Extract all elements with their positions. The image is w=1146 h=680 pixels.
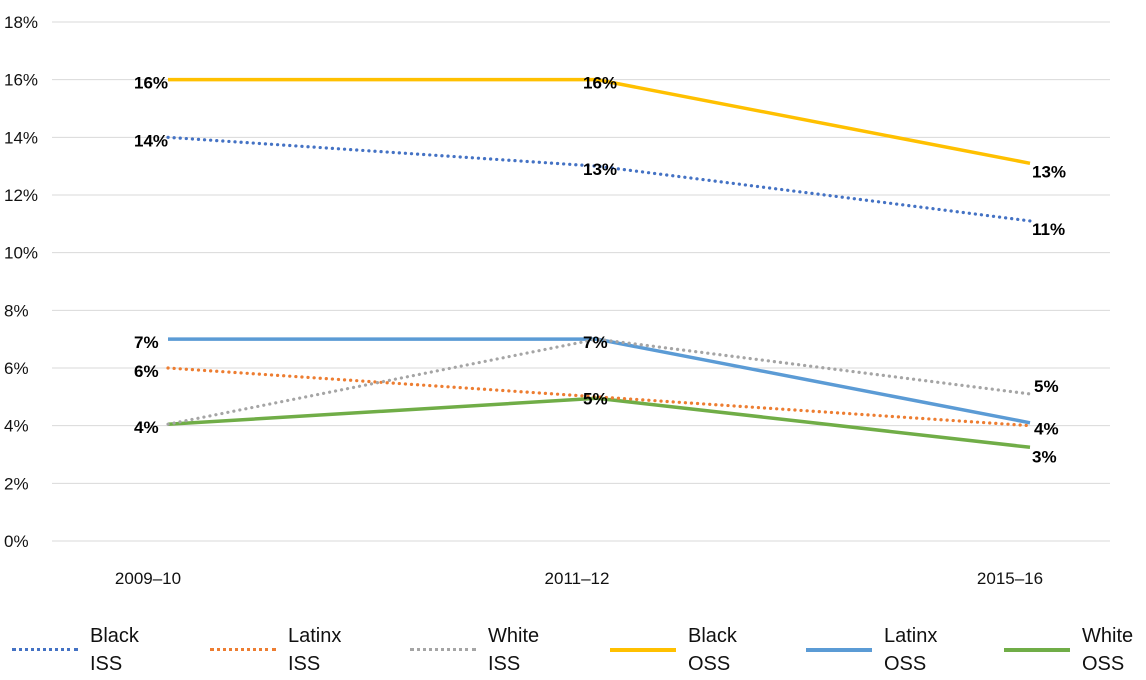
data-label: 7% xyxy=(134,333,159,352)
data-label: 3% xyxy=(1032,447,1057,466)
y-tick-label: 14% xyxy=(4,128,38,147)
data-label: 5% xyxy=(583,389,608,408)
data-label: 16% xyxy=(583,74,617,93)
legend-label: Black ISS xyxy=(90,625,139,675)
data-label: 5% xyxy=(1034,377,1059,396)
y-tick-label: 12% xyxy=(4,186,38,205)
y-tick-label: 6% xyxy=(4,359,29,378)
series-line-latinx-oss xyxy=(168,337,1031,425)
line-chart: 0% 2% 4% 6% 8% 10% 12% 14% 16% 18% 2009–10 2011–12 2… xyxy=(4,13,1110,588)
series-line-black-iss xyxy=(166,135,1032,223)
legend-swatch xyxy=(410,648,476,651)
x-tick-label: 2011–12 xyxy=(545,569,610,588)
series-line-white-iss xyxy=(166,337,1032,426)
data-label: 16% xyxy=(134,74,168,93)
data-label: 11% xyxy=(1032,220,1065,239)
data-label: 7% xyxy=(583,333,608,352)
legend-label: Latinx ISS xyxy=(288,625,342,675)
y-tick-label: 10% xyxy=(4,244,38,263)
legend-swatch xyxy=(210,648,276,651)
legend-label: White ISS xyxy=(488,625,540,675)
series-line-latinx-iss xyxy=(166,366,1032,428)
data-label: 6% xyxy=(134,362,159,381)
data-label: 4% xyxy=(134,418,159,437)
y-tick-label: 4% xyxy=(4,417,29,436)
legend-label: White OSS xyxy=(1082,625,1134,675)
y-tick-label: 8% xyxy=(4,301,29,320)
y-tick-label: 0% xyxy=(4,532,29,551)
data-label: 14% xyxy=(134,131,168,150)
series-line-white-oss xyxy=(167,396,1031,450)
x-tick-label: 2009–10 xyxy=(115,569,181,588)
y-tick-label: 2% xyxy=(4,474,29,493)
legend-swatch xyxy=(806,648,872,652)
chart-legend: Black ISS Latinx ISS White ISS Black OSS Lat… xyxy=(0,622,1146,680)
series-line-black-oss xyxy=(168,77,1031,166)
legend-label: Black OSS xyxy=(688,625,737,675)
y-tick-label: 18% xyxy=(4,13,38,32)
legend-swatch xyxy=(12,648,78,651)
data-label: 13% xyxy=(583,160,617,179)
data-label: 13% xyxy=(1032,162,1066,181)
x-tick-label: 2015–16 xyxy=(977,569,1043,588)
legend-label: Latinx OSS xyxy=(884,625,938,675)
legend-swatch xyxy=(610,648,676,652)
y-tick-label: 16% xyxy=(4,71,38,90)
legend-swatch xyxy=(1004,648,1070,652)
data-label: 4% xyxy=(1034,420,1059,439)
